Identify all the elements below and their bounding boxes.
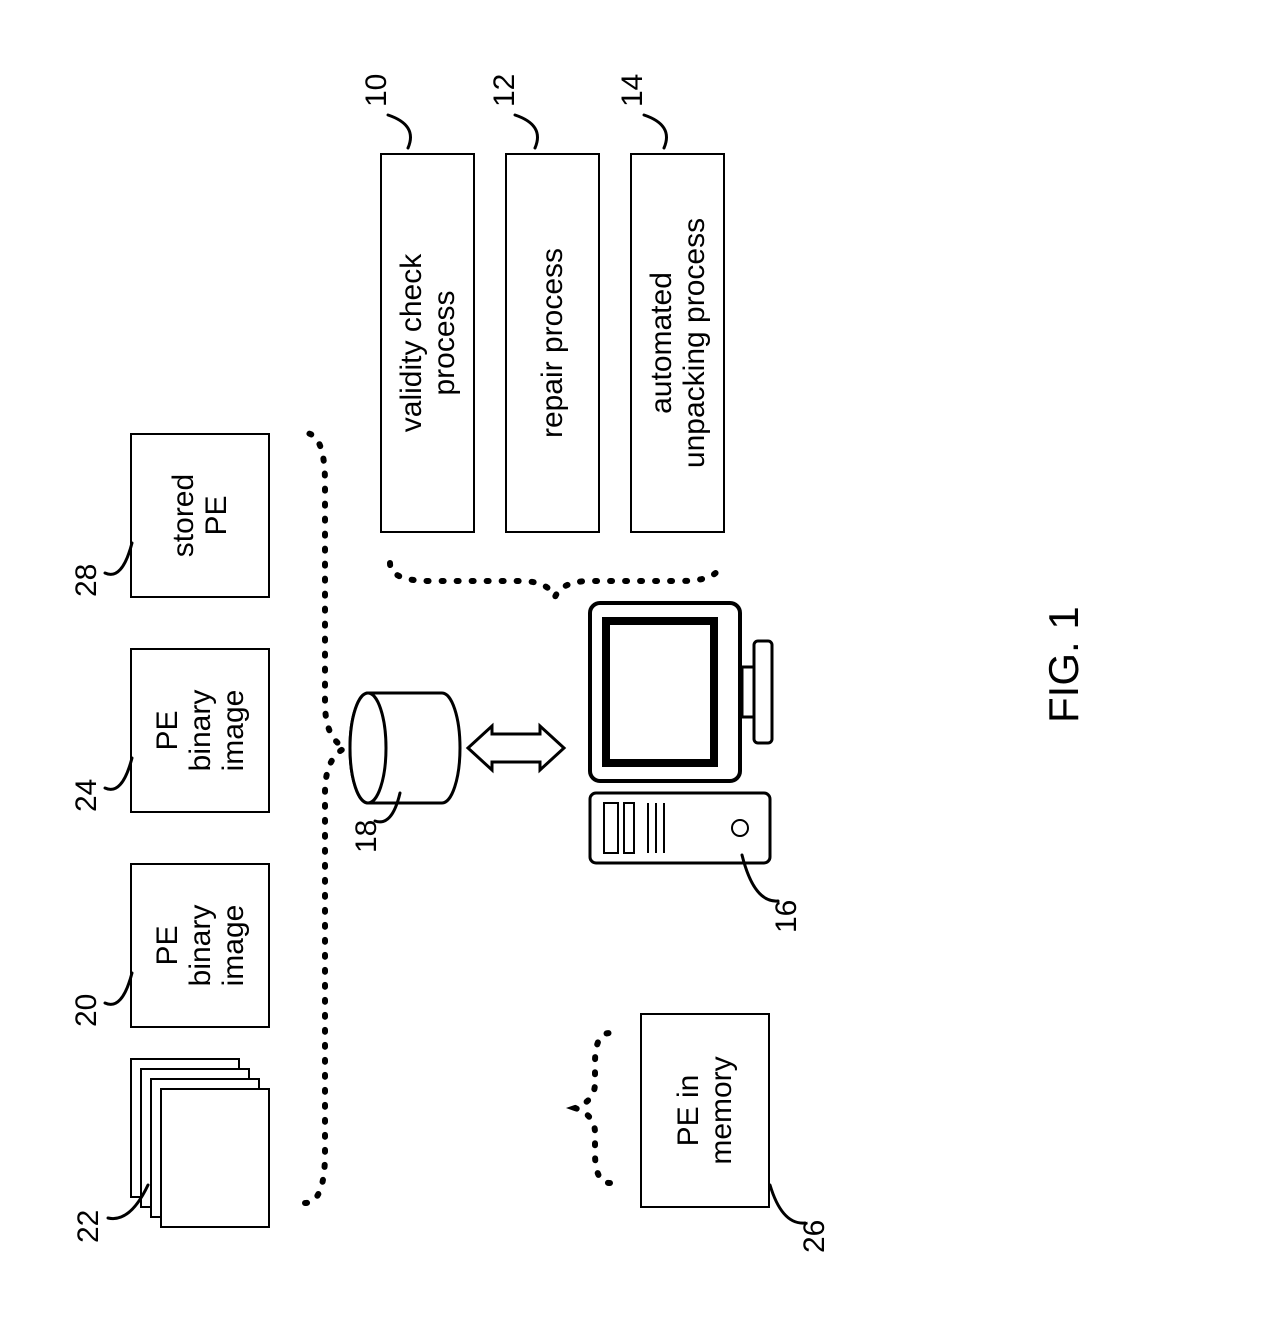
- label-18: 18: [350, 820, 384, 853]
- label-28: 28: [70, 564, 104, 597]
- pe-binary-1-label: PEbinaryimage: [151, 905, 250, 987]
- stored-pe-box: storedPE: [130, 433, 270, 598]
- pe-binary-2-label: PEbinaryimage: [151, 690, 250, 772]
- pe-binary-box-2: PEbinaryimage: [130, 648, 270, 813]
- label-12: 12: [488, 74, 522, 107]
- label-26: 26: [798, 1220, 832, 1253]
- stored-pe-label: storedPE: [167, 474, 233, 557]
- label-20: 20: [70, 994, 104, 1027]
- pe-in-memory-box: PE inmemory: [640, 1013, 770, 1208]
- file-stack: [130, 1078, 250, 1228]
- pe-binary-box-1: PEbinaryimage: [130, 863, 270, 1028]
- repair-process-box: repair process: [505, 153, 600, 533]
- computer-icon: [590, 603, 772, 863]
- label-16: 16: [770, 900, 804, 933]
- repair-process-label: repair process: [536, 248, 569, 438]
- double-arrow-icon: [468, 726, 564, 770]
- label-10: 10: [360, 74, 394, 107]
- label-24: 24: [70, 779, 104, 812]
- automated-unpacking-process-box: automatedunpacking process: [630, 153, 725, 533]
- automated-unpacking-label: automatedunpacking process: [645, 218, 711, 468]
- pe-in-memory-label: PE inmemory: [672, 1056, 738, 1164]
- database-icon: [350, 693, 460, 803]
- figure-caption: FIG. 1: [1040, 606, 1088, 723]
- label-22: 22: [72, 1210, 106, 1243]
- validity-check-process-box: validity checkprocess: [380, 153, 475, 533]
- label-14: 14: [616, 74, 650, 107]
- validity-check-label: validity checkprocess: [395, 254, 461, 432]
